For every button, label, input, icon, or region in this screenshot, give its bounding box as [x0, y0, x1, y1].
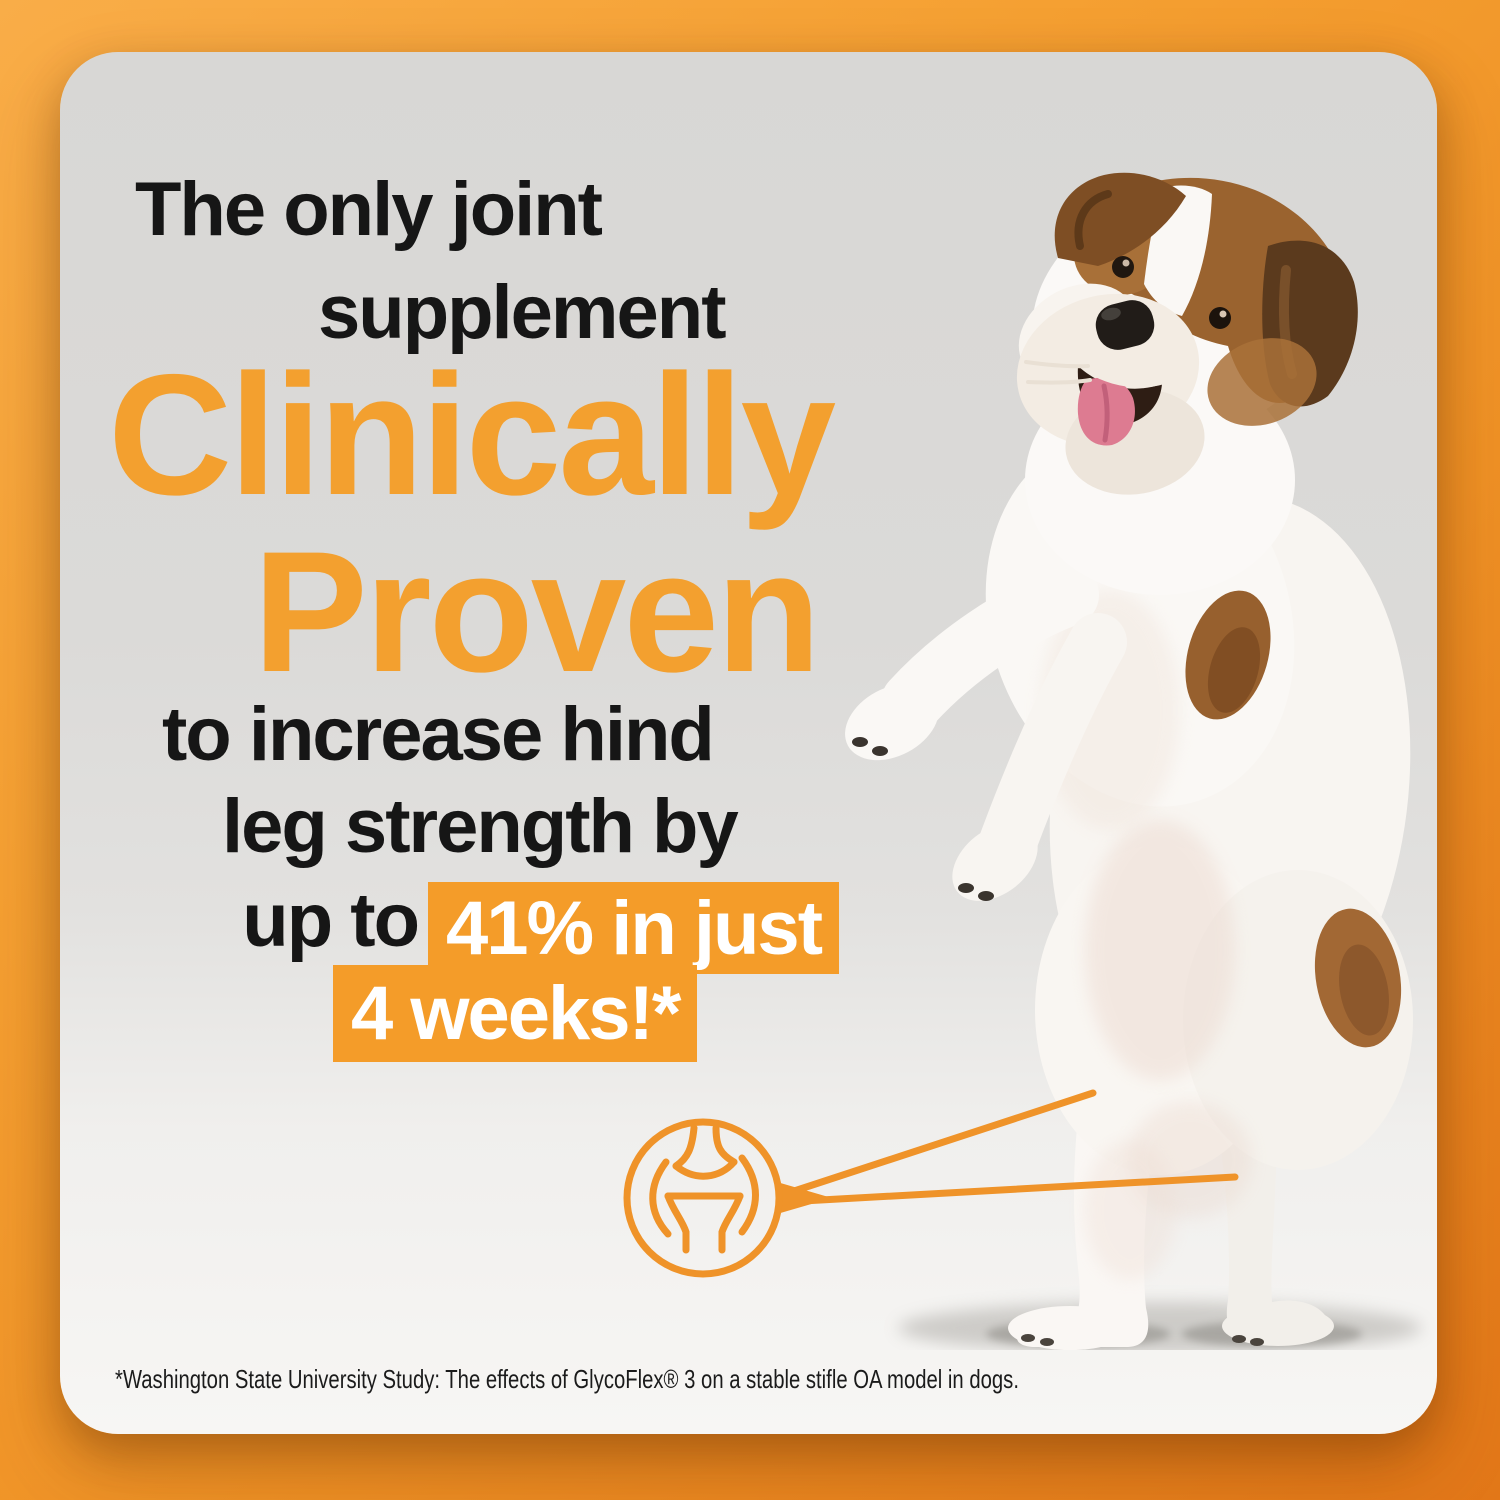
- footnote: *Washington State University Study: The …: [115, 1364, 1019, 1394]
- emphasis-line-1: Clinically: [108, 339, 836, 531]
- body-line-3-prefix: up to: [242, 878, 420, 963]
- brown-hip-patch: [1314, 908, 1402, 1048]
- highlight-box-2: 4 weeks!*: [333, 965, 698, 1062]
- highlight-text-1: 41% in just: [446, 885, 823, 971]
- highlight-text-2: 4 weeks!*: [351, 971, 681, 1056]
- headline-line-1: The only joint: [135, 167, 603, 252]
- body-line-1: to increase hind: [162, 692, 715, 777]
- dog-photo: [845, 172, 1422, 1350]
- dog-nose: [1095, 300, 1155, 350]
- dog-head: [1016, 172, 1358, 595]
- callout-wedge: [777, 1182, 832, 1214]
- dog-eyes: [1112, 256, 1231, 329]
- poster-card: The only joint supplement Clinically Pro…: [60, 52, 1437, 1434]
- body-line-2: leg strength by: [222, 784, 739, 869]
- joint-icon-circle: [623, 1118, 783, 1278]
- highlight-box-1: 41% in just: [428, 882, 839, 974]
- floor-shadow: [898, 1302, 1422, 1350]
- emphasis-line-2: Proven: [253, 516, 821, 708]
- joint-icon: [623, 1118, 783, 1278]
- headline-line-2: supplement: [318, 270, 726, 355]
- dog-left-ear: [1054, 172, 1186, 266]
- brown-back-patch: [1185, 590, 1271, 720]
